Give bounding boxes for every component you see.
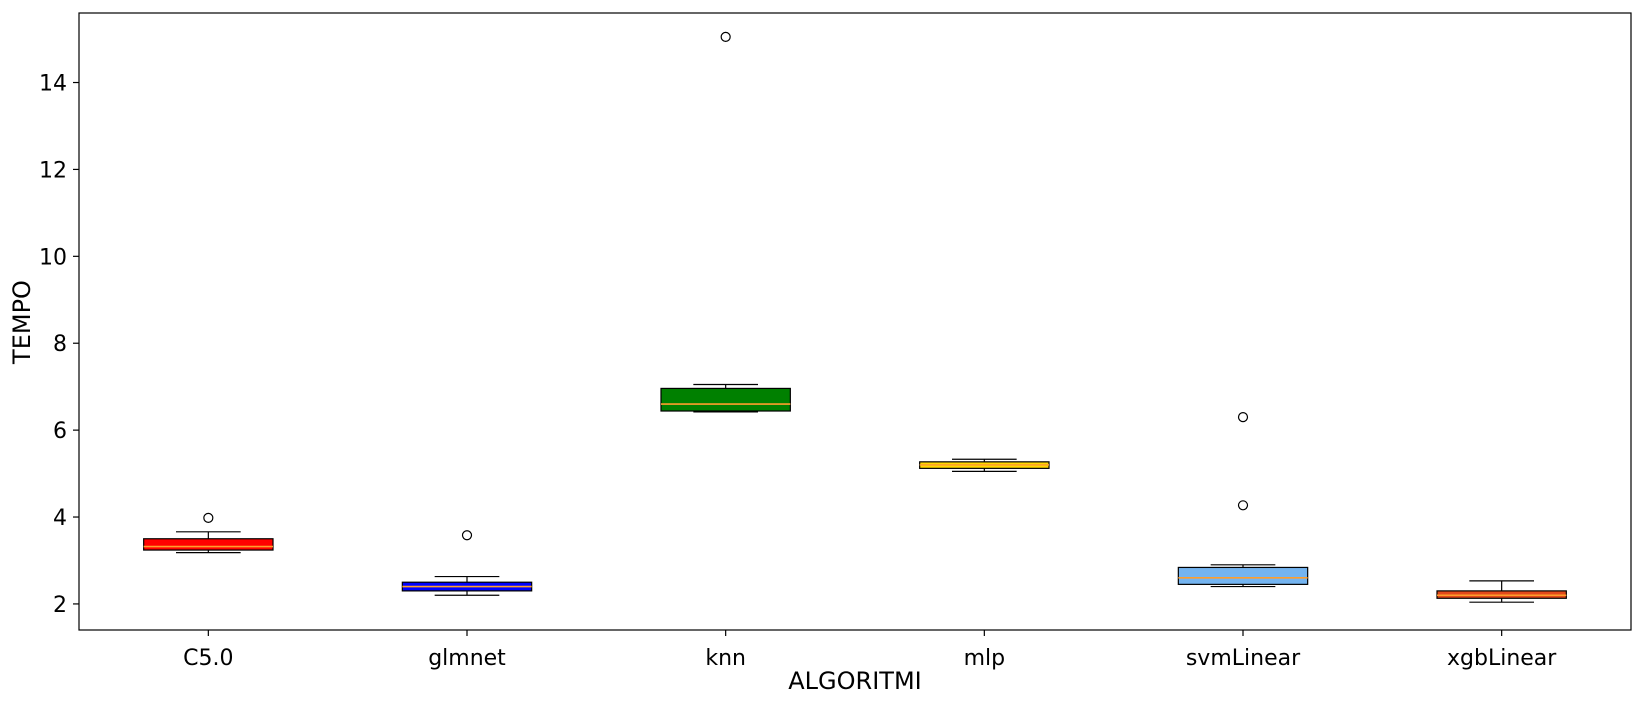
box-iqr <box>660 387 791 412</box>
x-axis: C5.0 glmnet knn mlp svmLinear xgbLinear <box>183 630 1557 671</box>
outlier-point <box>1237 411 1249 423</box>
y-tick-label: 6 <box>53 419 67 444</box>
box-C5.0 <box>143 512 274 554</box>
y-axis: 2 4 6 8 10 12 14 <box>39 72 79 618</box>
outlier-point <box>461 530 473 541</box>
y-tick-label: 4 <box>53 506 67 531</box>
box-iqr <box>1177 566 1309 585</box>
x-tick-label: glmnet <box>428 646 506 671</box>
y-tick-label: 12 <box>39 158 67 183</box>
y-tick-label: 8 <box>53 332 67 357</box>
outlier-point <box>1237 500 1249 511</box>
x-tick-label: mlp <box>964 646 1006 671</box>
y-tick-label: 2 <box>53 593 67 618</box>
box-mlp <box>919 458 1050 473</box>
x-tick-label: xgbLinear <box>1447 646 1557 671</box>
plot-area <box>78 12 1632 631</box>
box-xgbLinear <box>1436 580 1567 603</box>
y-axis-label: TEMPO <box>8 280 36 365</box>
box-glmnet <box>401 530 533 596</box>
x-tick-label: knn <box>705 646 746 671</box>
y-tick-label: 14 <box>39 72 67 97</box>
outlier-point <box>203 512 214 523</box>
box-iqr <box>143 538 274 551</box>
x-axis-label: ALGORITMI <box>788 667 921 695</box>
y-tick-label: 10 <box>39 245 67 270</box>
outlier-point <box>720 31 731 42</box>
boxes-layer <box>143 31 1567 603</box>
box-knn <box>660 31 791 413</box>
x-tick-label: svmLinear <box>1186 646 1301 671</box>
x-tick-label: C5.0 <box>183 646 233 671</box>
box-svmLinear <box>1177 411 1309 588</box>
